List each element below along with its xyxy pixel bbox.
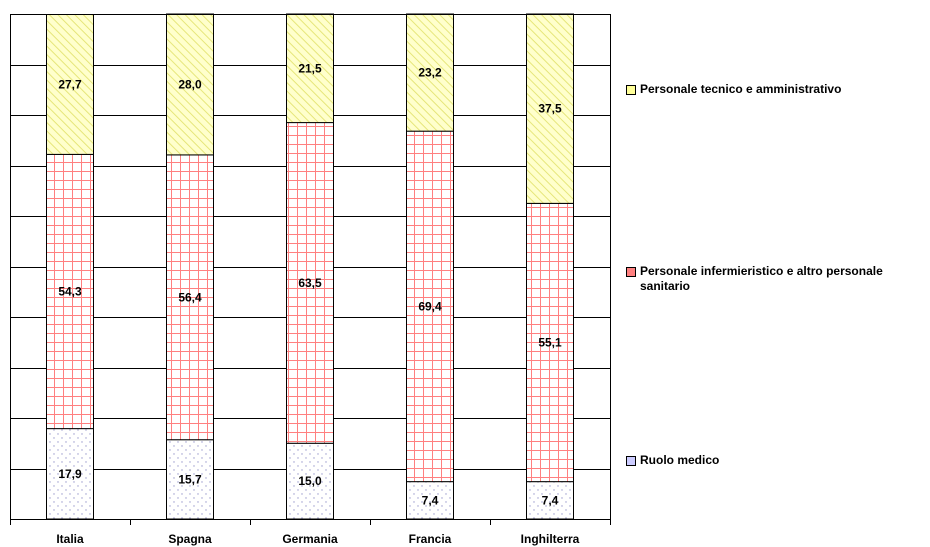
bar-segment-italia-2 xyxy=(46,14,94,155)
data-label: 69,4 xyxy=(418,299,442,313)
x-tick-label: Spagna xyxy=(168,532,212,546)
data-label: 55,1 xyxy=(538,336,562,350)
legend-label: Personale infermieristico e altro person… xyxy=(640,264,883,293)
bar-segment-inghilterra-0 xyxy=(526,481,574,520)
bar-segment-spagna-2 xyxy=(166,13,214,156)
x-tick-label: Francia xyxy=(409,532,452,546)
data-label: 23,2 xyxy=(418,66,442,80)
bar-segment-italia-1 xyxy=(46,153,94,430)
data-label: 15,0 xyxy=(298,474,322,488)
bar-segment-francia-1 xyxy=(406,130,454,483)
data-label: 27,7 xyxy=(58,77,82,91)
legend-swatch xyxy=(626,85,636,95)
legend-swatch xyxy=(626,456,636,466)
data-label: 17,9 xyxy=(58,467,82,481)
data-label: 21,5 xyxy=(298,61,322,75)
bar-segment-francia-2 xyxy=(406,13,454,132)
bar-segment-germania-2 xyxy=(286,13,334,124)
x-tick-label: Inghilterra xyxy=(521,532,580,546)
x-tick-label: Italia xyxy=(56,532,84,546)
bar-segment-germania-1 xyxy=(286,122,334,444)
data-label: 54,3 xyxy=(58,284,82,298)
legend-label: Ruolo medico xyxy=(640,453,720,467)
data-label: 37,5 xyxy=(538,102,562,116)
bar-segment-francia-0 xyxy=(406,481,454,520)
data-label: 56,4 xyxy=(178,290,202,304)
legend-item: Personale infermieristico e altro person… xyxy=(626,264,930,294)
data-label: 63,5 xyxy=(298,276,322,290)
legend-swatch xyxy=(626,267,636,277)
bar-segment-spagna-1 xyxy=(166,154,214,441)
legend-label: Personale tecnico e amministrativo xyxy=(640,82,842,96)
legend-item: Personale tecnico e amministrativo xyxy=(626,82,930,97)
bar-segment-spagna-0 xyxy=(166,439,214,520)
x-tick-label: Germania xyxy=(282,532,338,546)
data-label: 28,0 xyxy=(178,77,202,91)
bar-segment-germania-0 xyxy=(286,442,334,520)
data-label: 7,4 xyxy=(542,493,559,507)
data-label: 7,4 xyxy=(422,493,439,507)
data-label: 15,7 xyxy=(178,472,202,486)
stacked-bar-chart: 17,9 54,3 27,7 15,7 56,4 28,0 15,0 63,5 21,5 7,4 6… xyxy=(10,13,611,546)
legend-item: Ruolo medico xyxy=(626,453,930,468)
